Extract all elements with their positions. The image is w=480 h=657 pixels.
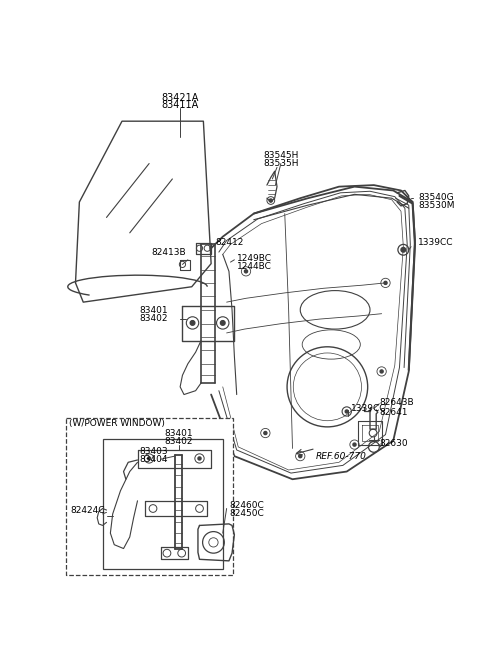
Circle shape <box>401 248 406 252</box>
Text: 83402: 83402 <box>164 437 193 446</box>
Text: 83545H: 83545H <box>263 151 299 160</box>
Text: 83535H: 83535H <box>263 159 299 168</box>
Text: 83421A: 83421A <box>161 93 199 102</box>
Bar <box>103 439 223 568</box>
Text: 83404: 83404 <box>139 455 168 464</box>
Text: 1244BC: 1244BC <box>237 262 272 271</box>
Text: 83401: 83401 <box>164 429 193 438</box>
Text: 82412: 82412 <box>215 238 243 247</box>
Text: 82643B: 82643B <box>379 398 414 407</box>
Text: 82460C: 82460C <box>229 501 264 510</box>
Text: 82413B: 82413B <box>152 248 186 258</box>
Text: 83403: 83403 <box>139 447 168 456</box>
Circle shape <box>384 281 387 284</box>
Text: 82630: 82630 <box>379 439 408 448</box>
Circle shape <box>269 199 272 202</box>
Circle shape <box>244 270 248 273</box>
Circle shape <box>353 443 356 446</box>
Text: 82641: 82641 <box>379 409 408 417</box>
Text: REF.60-770: REF.60-770 <box>316 451 367 461</box>
Circle shape <box>345 410 348 413</box>
Circle shape <box>147 457 151 460</box>
Text: 1339CC: 1339CC <box>350 404 386 413</box>
Text: 83411A: 83411A <box>161 101 199 110</box>
Circle shape <box>299 455 302 458</box>
Circle shape <box>264 432 267 434</box>
Text: 82450C: 82450C <box>229 509 264 518</box>
Text: 83402: 83402 <box>139 313 168 323</box>
Text: 1249BC: 1249BC <box>237 254 272 263</box>
Text: 83401: 83401 <box>139 306 168 315</box>
Circle shape <box>190 321 195 325</box>
Text: 82424C: 82424C <box>71 506 105 515</box>
Text: 83530M: 83530M <box>418 200 455 210</box>
Circle shape <box>198 457 201 460</box>
Circle shape <box>220 321 225 325</box>
Bar <box>66 418 233 576</box>
Circle shape <box>380 370 383 373</box>
Text: 83540G: 83540G <box>418 193 454 202</box>
Text: (W/POWER WINDOW): (W/POWER WINDOW) <box>69 419 165 428</box>
Text: 1339CC: 1339CC <box>418 238 454 247</box>
